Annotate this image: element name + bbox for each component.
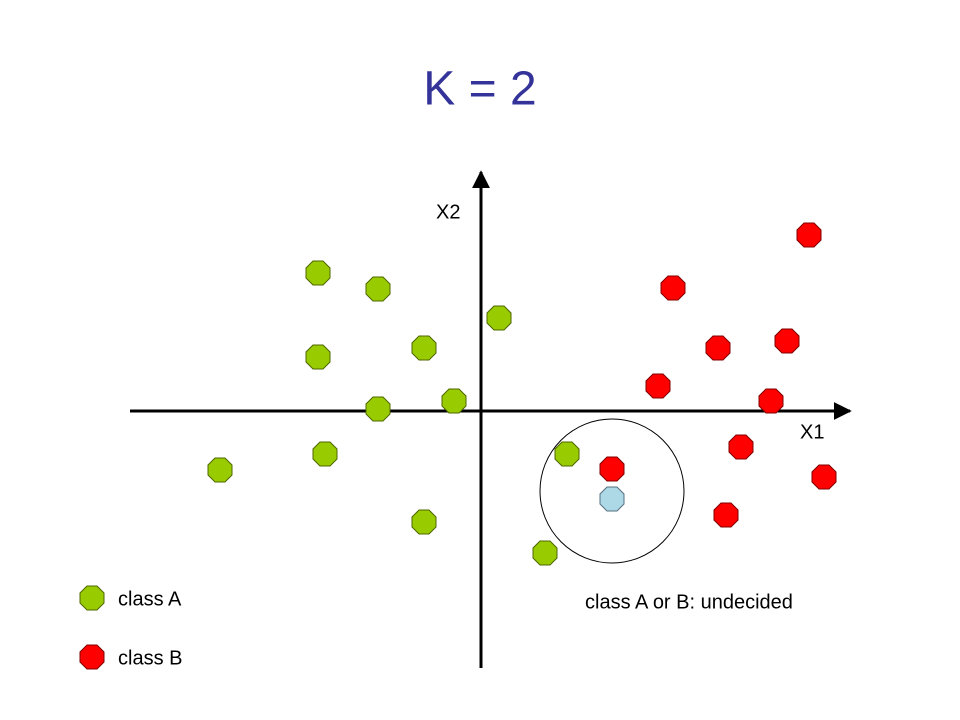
class-a-point — [79, 585, 105, 611]
class-b-point — [774, 328, 800, 354]
class-a-point — [486, 305, 512, 331]
class-a-point — [312, 441, 338, 467]
y-axis-label: X2 — [436, 201, 460, 223]
title: K = 2 — [423, 63, 536, 116]
class-b-point — [660, 275, 686, 301]
class-b-point — [728, 434, 754, 460]
class-b-point — [758, 388, 784, 414]
class-a-point — [554, 441, 580, 467]
class-b-point — [79, 644, 105, 670]
annotation: class A or B: undecided — [585, 591, 793, 613]
query-point — [599, 486, 625, 512]
class-a-point — [411, 335, 437, 361]
class-b-point — [796, 222, 822, 248]
class-b-point — [713, 502, 739, 528]
points — [79, 222, 837, 670]
class-a-point — [365, 396, 391, 422]
class-b-point — [645, 373, 671, 399]
class-a-point — [532, 540, 558, 566]
class-a-point — [411, 509, 437, 535]
neighborhood-circle — [539, 418, 685, 564]
class-a-point — [365, 276, 391, 302]
class-a-point — [305, 344, 331, 370]
class-b-point — [705, 335, 731, 361]
class-b-point — [599, 456, 625, 482]
class-a-point — [441, 388, 467, 414]
legend-label: class B — [118, 647, 182, 669]
class-a-point — [207, 457, 233, 483]
class-a-point — [305, 260, 331, 286]
legend-label: class A — [118, 588, 182, 610]
class-b-point — [811, 464, 837, 490]
x-axis-label: X1 — [800, 421, 824, 443]
